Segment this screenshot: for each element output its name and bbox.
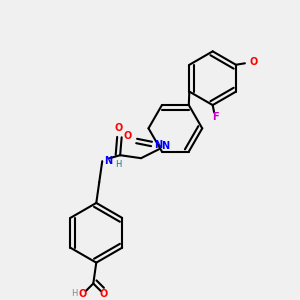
- Text: N: N: [154, 140, 162, 150]
- Text: O: O: [79, 289, 87, 299]
- Text: N: N: [161, 141, 169, 151]
- Text: H: H: [71, 290, 77, 298]
- Text: H: H: [116, 160, 122, 169]
- Text: O: O: [100, 289, 108, 299]
- Text: N: N: [104, 156, 112, 166]
- Text: O: O: [115, 123, 123, 133]
- Text: O: O: [250, 57, 258, 67]
- Text: O: O: [124, 131, 132, 141]
- Text: F: F: [212, 112, 219, 122]
